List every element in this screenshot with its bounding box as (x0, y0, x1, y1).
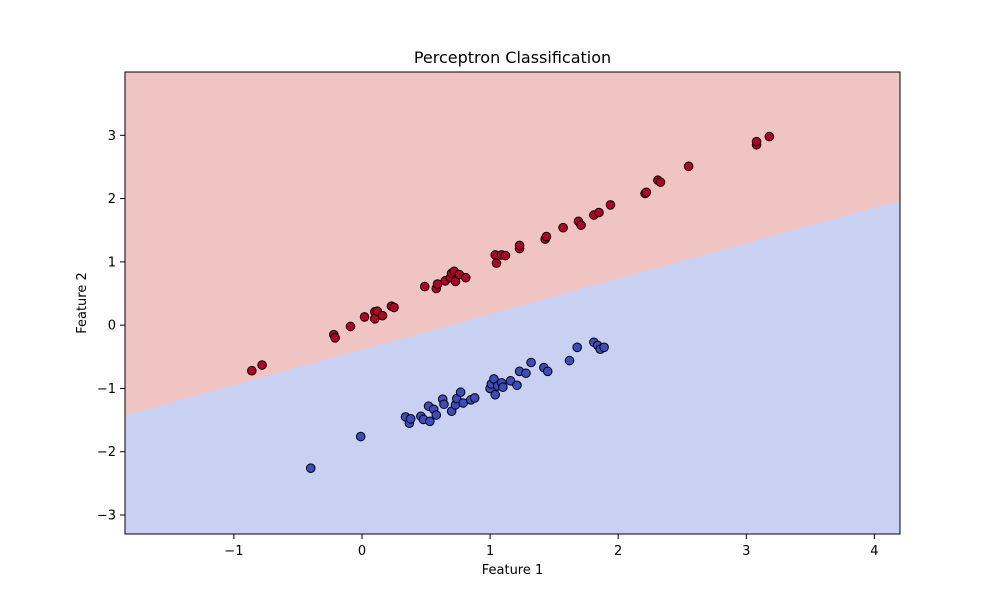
data-point-series-1 (599, 342, 609, 353)
data-point-series-1 (431, 410, 442, 420)
data-point-series-0 (594, 207, 604, 218)
y-tick-label: −3 (97, 509, 116, 524)
y-tick-label: 1 (108, 255, 116, 270)
data-point-series-0 (359, 312, 370, 322)
data-point-series-1 (505, 376, 516, 386)
data-point-series-1 (439, 399, 449, 410)
data-point-series-1 (512, 380, 522, 391)
x-tick-label: 3 (742, 544, 750, 559)
data-point-series-1 (405, 414, 416, 424)
data-point-series-0 (330, 333, 340, 343)
data-point-series-1 (564, 355, 575, 366)
x-tick-label: 2 (614, 544, 622, 559)
data-point-series-0 (683, 161, 694, 172)
decision-region-upper (125, 72, 900, 416)
y-tick-label: −2 (97, 445, 116, 460)
data-point-series-1 (355, 431, 366, 442)
data-point-series-1 (425, 416, 435, 427)
data-point-series-0 (514, 240, 525, 251)
data-point-series-1 (498, 382, 508, 392)
data-point-series-0 (500, 250, 511, 261)
chart-title: Perceptron Classification (414, 48, 611, 67)
y-tick-label: 0 (108, 319, 116, 334)
x-axis-label: Feature 1 (482, 563, 544, 578)
y-tick-label: 3 (108, 129, 116, 144)
data-point-series-0 (345, 321, 356, 332)
x-axis-ticks: −1 0 1 2 3 4 (224, 534, 879, 559)
data-point-series-1 (542, 366, 553, 377)
data-point-series-0 (605, 200, 616, 210)
data-point-series-0 (751, 136, 762, 147)
data-point-series-0 (541, 231, 552, 242)
data-point-series-0 (655, 177, 666, 187)
x-tick-label: −1 (224, 544, 243, 559)
data-point-series-0 (576, 220, 586, 230)
data-point-series-1 (490, 389, 501, 400)
data-point-series-0 (389, 302, 399, 313)
y-tick-label: 2 (108, 192, 116, 207)
data-point-series-0 (247, 365, 257, 376)
data-point-series-1 (572, 342, 582, 353)
decision-region-lower (125, 200, 900, 534)
data-point-series-1 (526, 357, 536, 368)
plot-area (125, 72, 900, 534)
y-tick-label: −1 (97, 382, 116, 397)
data-point-series-0 (764, 131, 775, 142)
data-point-series-0 (558, 222, 568, 233)
data-point-series-0 (377, 310, 388, 321)
x-tick-label: 1 (486, 544, 494, 559)
data-point-series-1 (305, 463, 316, 473)
y-axis-ticks: −3 −2 −1 0 1 2 3 (97, 129, 125, 524)
data-point-series-0 (641, 187, 652, 198)
x-tick-label: 4 (870, 544, 878, 559)
data-point-series-0 (491, 258, 502, 268)
plot-frame (124, 71, 901, 535)
x-tick-label: 0 (358, 544, 366, 559)
data-point-series-1 (521, 368, 531, 379)
data-point-series-0 (419, 281, 430, 292)
data-point-series-1 (455, 387, 466, 398)
data-point-series-0 (460, 272, 471, 283)
points-layer (247, 131, 775, 473)
y-axis-label: Feature 2 (75, 272, 90, 334)
data-point-series-0 (257, 360, 267, 370)
data-point-series-1 (469, 393, 480, 403)
